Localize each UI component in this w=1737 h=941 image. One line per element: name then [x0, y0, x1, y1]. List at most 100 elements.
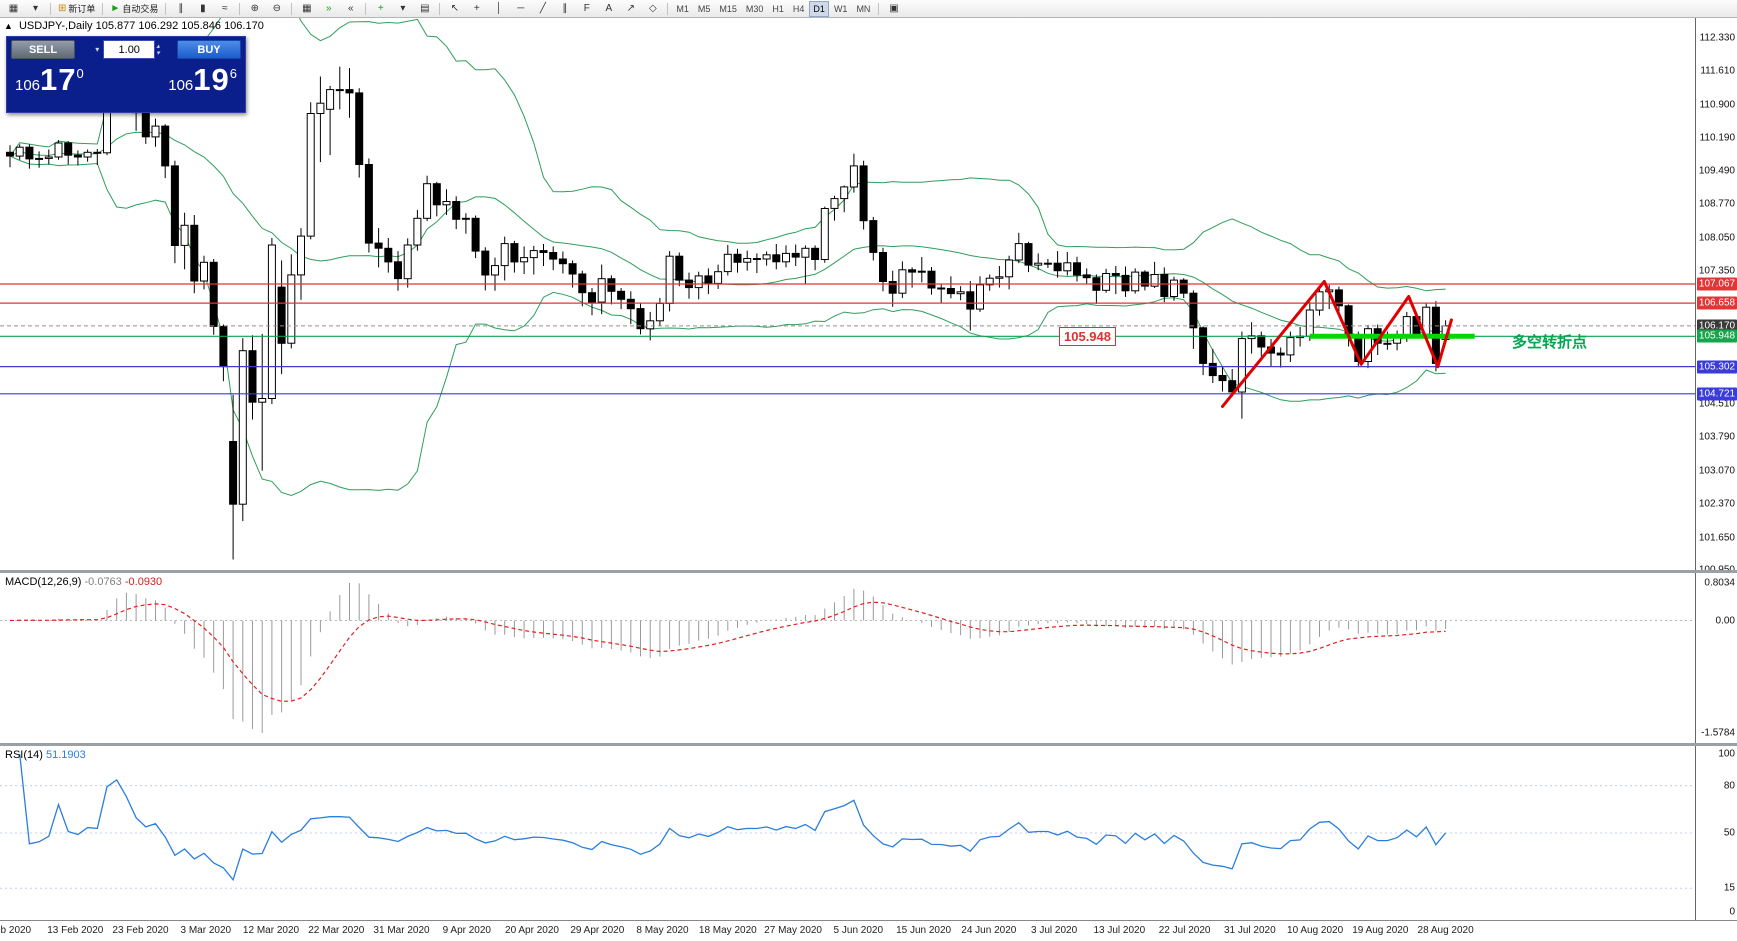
new-chart-button[interactable]: ▦	[3, 0, 24, 17]
arrow-button-icon: ↗	[626, 3, 636, 14]
price-tick-label: 112.330	[1699, 32, 1735, 44]
toolbar-separator	[365, 2, 367, 15]
horizontal-line-button[interactable]: ─	[510, 0, 531, 17]
candlestick-button[interactable]: ▮	[192, 0, 213, 17]
date-label: Feb 2020	[0, 925, 32, 936]
new-order-button[interactable]: ⊞ 新订单	[55, 0, 98, 17]
macd-histogram	[19, 583, 1447, 733]
rsi-indicator-label: RSI(14) 51.1903	[5, 749, 86, 761]
rsi-tick-label: 100	[1718, 748, 1735, 760]
price-tick-label: 101.650	[1698, 532, 1735, 543]
text-button[interactable]: A	[598, 0, 619, 17]
timeframe-w1[interactable]: W1	[833, 3, 848, 14]
timeframe-h4[interactable]: H4	[792, 3, 805, 14]
trend-drawing[interactable]	[1322, 280, 1453, 369]
buy-button[interactable]: BUY	[177, 40, 241, 59]
timeframe-h1[interactable]: H1	[772, 3, 784, 14]
crosshair-button-icon: +	[473, 3, 480, 14]
timeframe-mn[interactable]: MN	[856, 3, 871, 14]
macd-tick-label: 0.00	[1715, 615, 1735, 626]
price-tick-label: 109.490	[1698, 165, 1735, 177]
tile-windows-button-icon: ▦	[302, 3, 312, 14]
chart-header: ▲ USDJPY-,Daily 105.877 106.292 105.846 …	[4, 20, 264, 32]
tile-windows-button[interactable]: ▦	[296, 0, 317, 17]
timeframe-m1[interactable]: M1	[676, 3, 689, 14]
symbol-title: USDJPY-,Daily	[18, 20, 93, 32]
chart-dropdown-icon: ▾	[32, 3, 39, 14]
vertical-line-button[interactable]: │	[488, 0, 509, 17]
date-label: 18 May 2020	[698, 925, 757, 936]
periods-button[interactable]: ▾	[392, 0, 413, 17]
trendline-button[interactable]: ╱	[532, 0, 553, 17]
date-label: 24 Jun 2020	[961, 925, 1017, 936]
zoom-in-button[interactable]: ⊕	[244, 0, 265, 17]
line-chart-button[interactable]: ≈	[214, 0, 235, 17]
toolbar-separator	[50, 2, 51, 15]
panel-resize-handle[interactable]	[0, 570, 1737, 573]
price-chart-canvas[interactable]	[0, 18, 1695, 570]
trend-drawing[interactable]	[1221, 280, 1326, 408]
new-chart-button-icon: ▦	[8, 3, 19, 14]
zoom-out-button[interactable]: ⊖	[266, 0, 287, 17]
docking-button[interactable]: ▣	[883, 0, 904, 17]
toolbar-separator	[878, 2, 880, 15]
volume-dropdown-icon[interactable]: ▾	[95, 45, 100, 54]
stepper-down-icon[interactable]: ▾	[156, 49, 160, 57]
timeframe-d1[interactable]: D1	[809, 0, 829, 17]
templates-button[interactable]: ▤	[414, 0, 435, 17]
cursor-button[interactable]: ↖	[444, 0, 465, 17]
date-label: 23 Feb 2020	[112, 925, 169, 936]
sell-button[interactable]: SELL	[11, 40, 75, 59]
bar-chart-button[interactable]: ∥	[170, 0, 191, 17]
timeframe-m30[interactable]: M30	[745, 3, 764, 14]
rsi-tick-label: 0	[1729, 906, 1735, 918]
periods-button-icon: ▾	[400, 3, 406, 14]
stepper-up-icon[interactable]: ▴	[156, 42, 160, 50]
rsi-canvas[interactable]	[0, 746, 1695, 920]
date-label: 22 Jul 2020	[1158, 925, 1211, 936]
date-label: 20 Apr 2020	[505, 925, 559, 936]
indicators-button[interactable]: +	[370, 0, 391, 17]
timeframe-m5[interactable]: M5	[697, 3, 711, 14]
date-label: 31 Jul 2020	[1223, 925, 1276, 936]
volume-stepper[interactable]: ▴ ▾	[156, 43, 160, 57]
fibonacci-button[interactable]: F	[576, 0, 597, 17]
arrow-button[interactable]: ↗	[620, 0, 641, 17]
autotrading-button-label: 自动交易	[122, 4, 159, 14]
trade-panel-collapse-icon[interactable]: ▲	[4, 21, 13, 31]
timeframe-m15[interactable]: M15	[719, 3, 737, 14]
price-badge: 106.170	[1697, 319, 1737, 333]
horizontal-line-button-icon: ─	[517, 3, 525, 14]
panel-resize-handle[interactable]	[0, 743, 1737, 746]
price-badge: 105.302	[1697, 360, 1737, 374]
date-label: 8 May 2020	[636, 925, 689, 936]
candles-layer	[6, 42, 1450, 560]
volume-input[interactable]	[103, 40, 156, 59]
price-axis[interactable]: 112.330 111.610 110.900 110.190 109.490 108.7…	[1695, 18, 1737, 921]
price-tick-label: 108.770	[1698, 198, 1735, 210]
channel-button[interactable]: ∥	[554, 0, 575, 17]
auto-scroll-button[interactable]: »	[318, 0, 339, 17]
price-tick-label: 103.790	[1698, 431, 1735, 443]
toolbar-separator	[165, 2, 167, 15]
fibonacci-button-icon: F	[583, 3, 590, 14]
date-axis[interactable]: Feb 2020 13 Feb 2020 23 Feb 2020 3 Mar 2020…	[0, 920, 1737, 941]
price-tick-label: 110.190	[1699, 132, 1735, 144]
date-label: 12 Mar 2020	[242, 925, 300, 936]
chart-shift-button[interactable]: «	[340, 0, 361, 17]
autotrading-button-icon: ►	[110, 3, 121, 14]
shapes-button[interactable]: ◇	[642, 0, 663, 17]
price-text-annotation[interactable]: 105.948	[1059, 327, 1116, 346]
chart-dropdown[interactable]: ▾	[25, 0, 46, 17]
turning-point-annotation[interactable]: 多空转折点	[1512, 334, 1588, 351]
bar-chart-button-icon: ∥	[178, 3, 184, 14]
rsi-tick-label: 50	[1723, 827, 1735, 839]
macd-indicator-label: MACD(12,26,9) -0.0763 -0.0930	[5, 576, 163, 588]
toolbar: ▦ ▾ ⊞ 新订单 ► 自动交易 ∥ ▮ ≈ ⊕ ⊖ ▦ » « + ▾ ▤ ↖ + │ ─ ╱ ∥ F A ↗ ◇ M1 M5 M15 M…	[0, 0, 1737, 18]
autotrading-button[interactable]: ► 自动交易	[107, 0, 161, 17]
macd-canvas[interactable]	[0, 573, 1695, 743]
crosshair-button[interactable]: +	[466, 0, 487, 17]
price-tick-label: 107.350	[1698, 265, 1735, 277]
